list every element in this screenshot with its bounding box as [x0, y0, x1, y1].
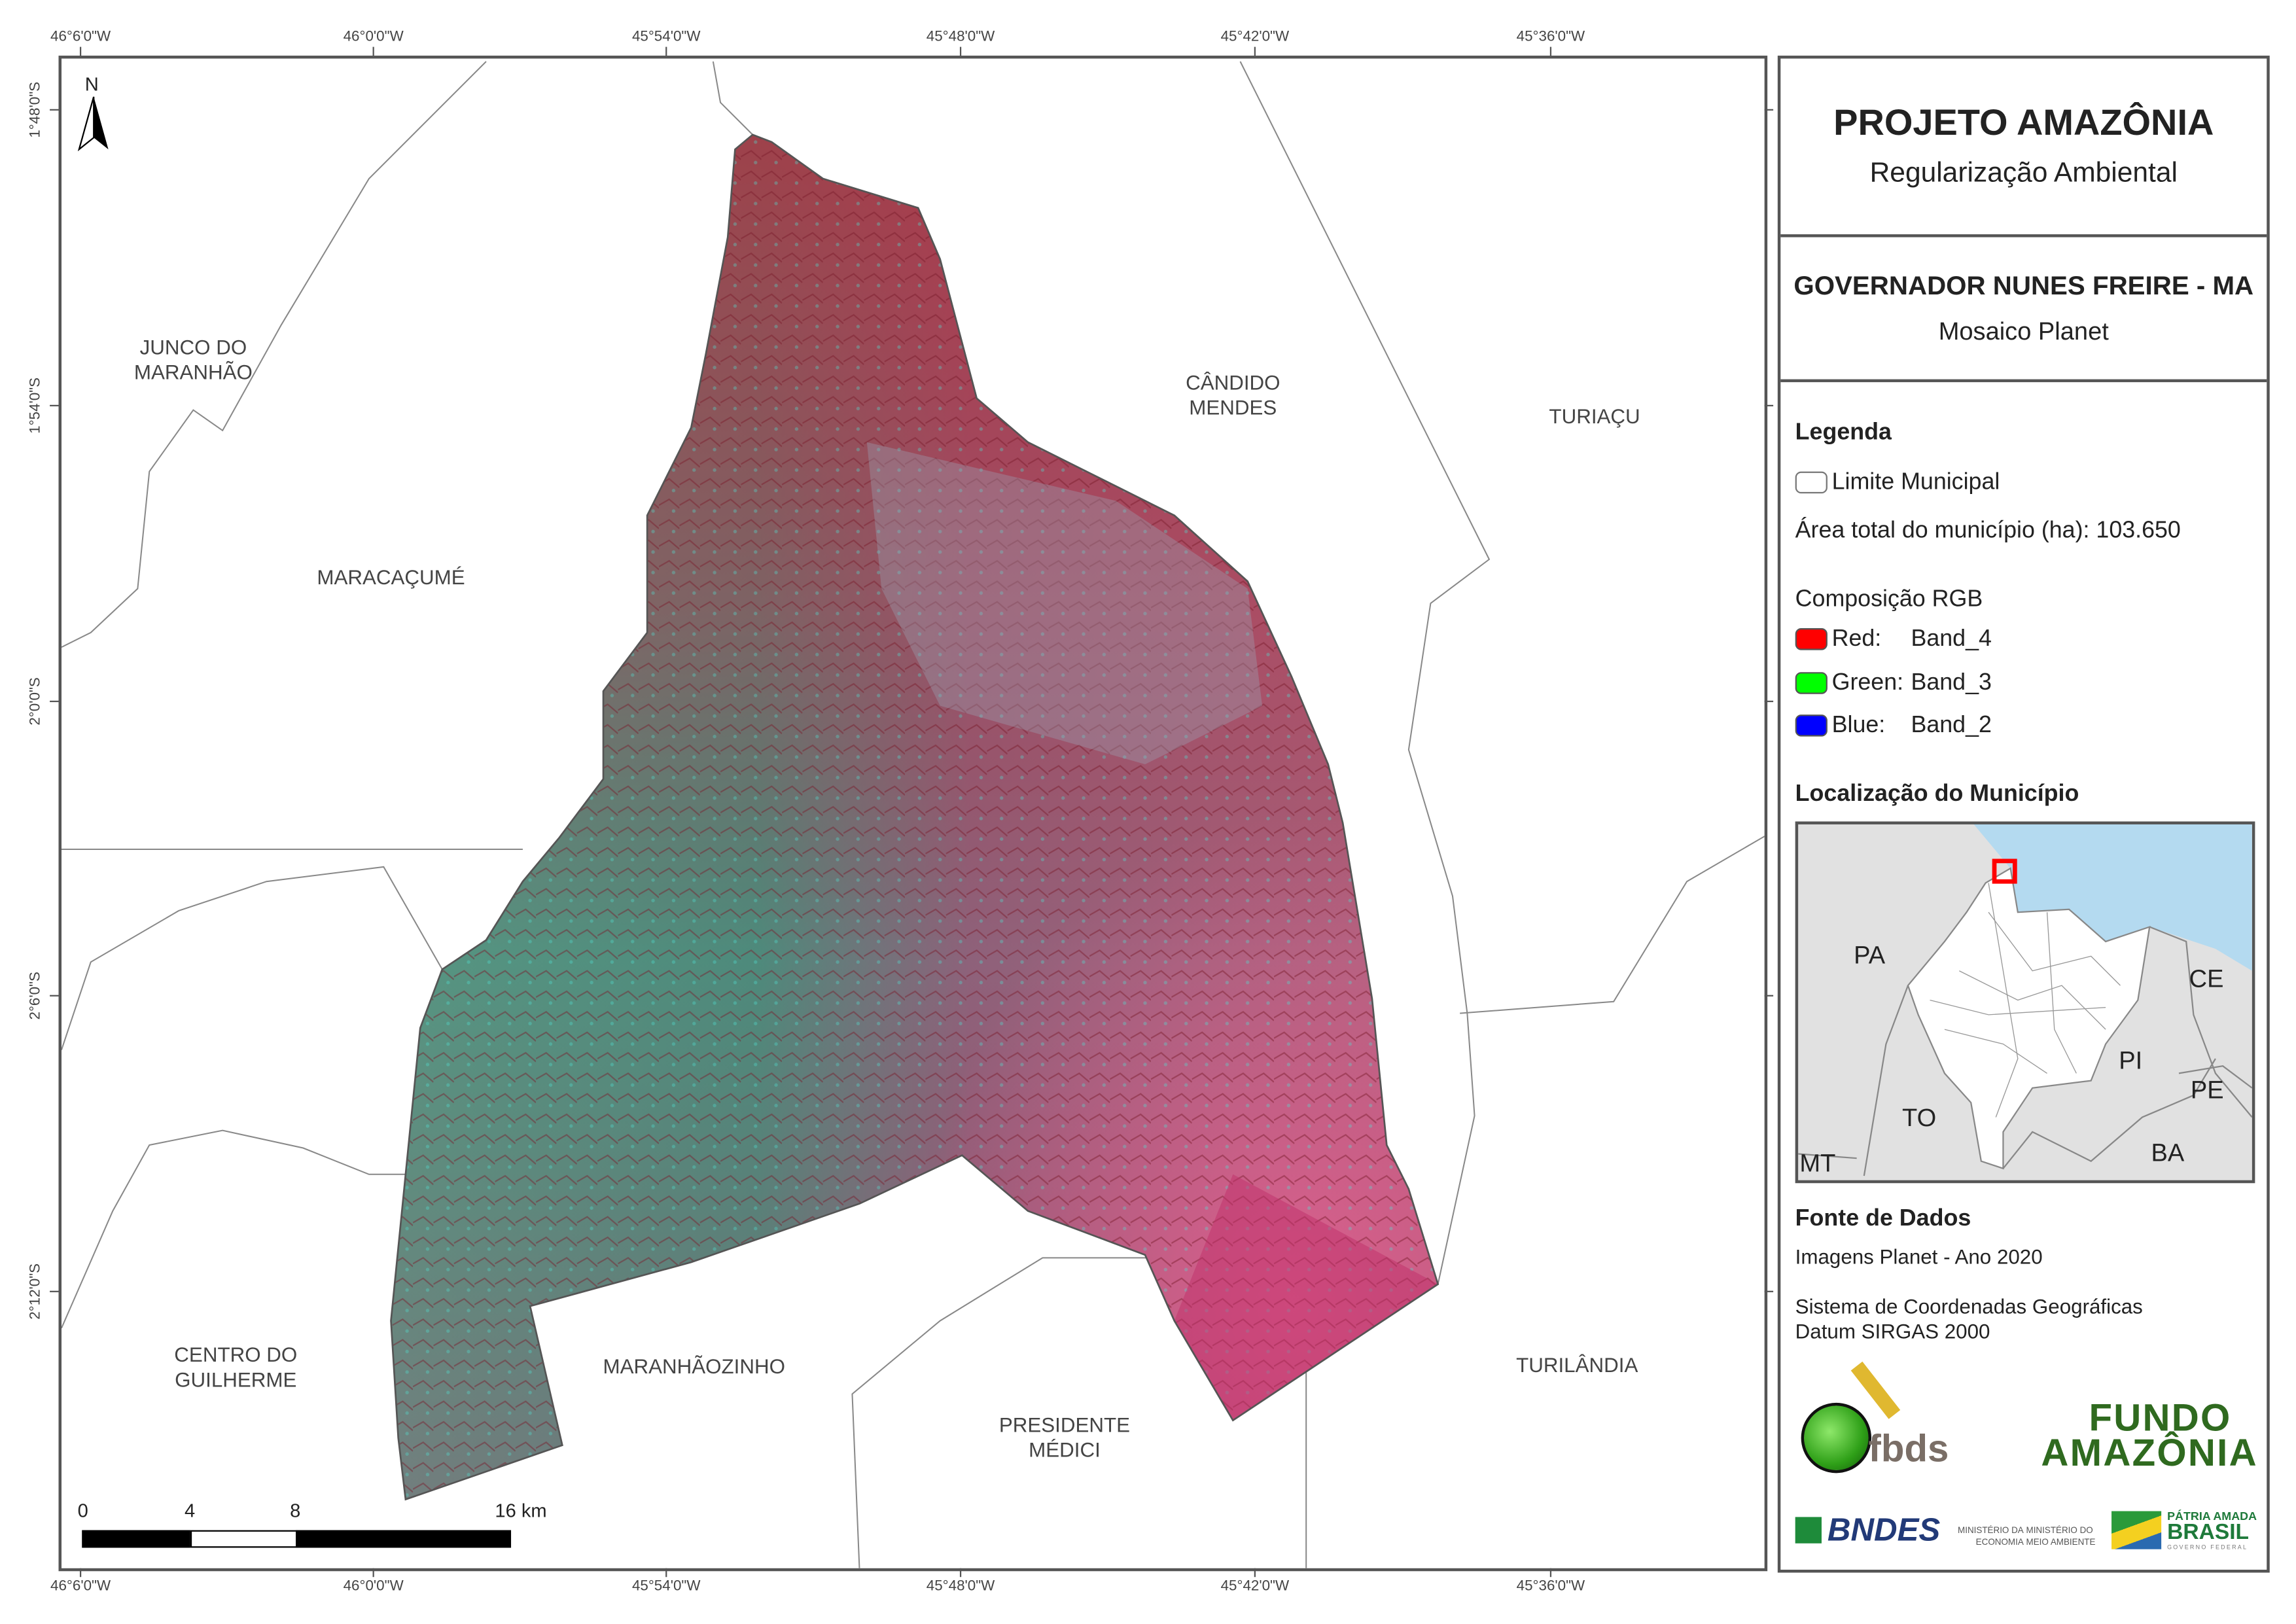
map-canvas	[61, 61, 1765, 1568]
lon-tick-label: 46°0'0"W	[343, 1578, 404, 1595]
municipality-label: MARANHÃOZINHO	[603, 1354, 786, 1378]
locator-map: PA CE PI PE TO BA MT	[1795, 821, 2255, 1184]
limit-swatch	[1795, 472, 1828, 494]
state-label: BA	[2151, 1139, 2185, 1167]
north-label: N	[84, 73, 99, 96]
location-title: Localização do Município	[1795, 782, 2079, 807]
fbds-logo: fbds	[1798, 1361, 1959, 1476]
lat-tick-label: 1°54'0"S	[27, 377, 44, 434]
green-swatch	[1795, 672, 1828, 695]
red-swatch	[1795, 628, 1828, 651]
sources-title: Fonte de Dados	[1795, 1207, 1971, 1232]
legend-panel: PROJETO AMAZÔNIA Regularização Ambiental…	[1777, 56, 2270, 1573]
north-arrow-icon	[77, 96, 109, 152]
state-label: PA	[1854, 941, 1886, 970]
municipality-boundary	[390, 133, 1439, 1501]
source-images: Imagens Planet - Ano 2020	[1795, 1244, 2043, 1269]
locator-map-svg	[1798, 824, 2252, 1176]
municipality-label: MARACAÇUMÉ	[317, 565, 465, 589]
ministries-logo: MINISTÉRIO DA ECONOMIA MINISTÉRIO DO MEI…	[1958, 1527, 2096, 1548]
lon-tick-label: 45°54'0"W	[631, 1578, 701, 1595]
location-highlight	[1992, 858, 2017, 884]
state-label: MT	[1799, 1149, 1836, 1178]
rgb-green: Green: Band_3	[1795, 671, 1992, 697]
lon-tick-label: 45°42'0"W	[1220, 1578, 1290, 1595]
blue-swatch	[1795, 715, 1828, 737]
state-label: TO	[1902, 1104, 1937, 1132]
municipality-label: TURILÂNDIA	[1516, 1352, 1638, 1377]
state-label: CE	[2189, 964, 2224, 993]
lon-tick-label: 46°0'0"W	[343, 29, 404, 46]
crs-line2: Datum SIRGAS 2000	[1795, 1319, 1990, 1343]
lon-tick-label: 45°36'0"W	[1516, 1578, 1585, 1595]
scale-label: 8	[290, 1499, 301, 1522]
legend-title: Legenda	[1795, 420, 1892, 446]
governo-federal-logo: PÁTRIA AMADA BRASIL GOVERNO FEDERAL	[2111, 1509, 2258, 1553]
legend-item-limit: Limite Municipal	[1795, 470, 2000, 496]
municipality-label: PRESIDENTE MÉDICI	[998, 1413, 1131, 1462]
lon-tick-label: 45°48'0"W	[926, 1578, 995, 1595]
map-frame[interactable]	[58, 56, 1768, 1572]
page-title: PROJETO AMAZÔNIA	[1833, 102, 2214, 144]
area-text: Área total do município (ha): 103.650	[1795, 518, 2181, 544]
rgb-red: Red: Band_4	[1795, 627, 1992, 653]
page-subtitle: Regularização Ambiental	[1869, 158, 2178, 189]
north-arrow: N	[76, 73, 111, 155]
municipality-section: GOVERNADOR NUNES FREIRE - MA Mosaico Pla…	[1780, 236, 2267, 383]
rgb-title: Composição RGB	[1795, 587, 1983, 612]
scale-label: 0	[77, 1499, 88, 1522]
scale-label: 4	[184, 1499, 196, 1522]
lon-tick-label: 46°6'0"W	[50, 1578, 111, 1595]
lon-tick-label: 46°6'0"W	[50, 29, 111, 46]
state-label: PI	[2119, 1047, 2143, 1075]
lon-tick-label: 45°48'0"W	[926, 29, 995, 46]
lat-tick-label: 2°0'0"S	[27, 677, 44, 726]
municipality-label: JUNCO DO MARANHÃO	[133, 335, 253, 384]
title-section: PROJETO AMAZÔNIA Regularização Ambiental	[1780, 59, 2267, 238]
municipality-name: GOVERNADOR NUNES FREIRE - MA	[1793, 271, 2254, 300]
lon-tick-label: 45°54'0"W	[631, 29, 701, 46]
scale-label: 16 km	[495, 1499, 547, 1522]
municipality-label: TURIAÇU	[1549, 404, 1640, 428]
state-label: PE	[2190, 1076, 2224, 1104]
rgb-blue: Blue: Band_2	[1795, 713, 1992, 739]
municipality-label: CENTRO DO GUILHERME	[174, 1343, 298, 1392]
mosaic-label: Mosaico Planet	[1938, 317, 2109, 346]
fundo-amazonia-logo: FUNDO AMAZÔNIA	[2041, 1395, 2258, 1475]
lon-tick-label: 45°42'0"W	[1220, 29, 1290, 46]
crs-line1: Sistema de Coordenadas Geográficas	[1795, 1294, 2143, 1318]
lat-tick-label: 1°48'0"S	[27, 81, 44, 138]
municipality-label: CÂNDIDO MENDES	[1186, 370, 1280, 419]
lat-tick-label: 2°6'0"S	[27, 972, 44, 1020]
lat-tick-label: 2°12'0"S	[27, 1263, 44, 1320]
lon-tick-label: 45°36'0"W	[1516, 29, 1585, 46]
